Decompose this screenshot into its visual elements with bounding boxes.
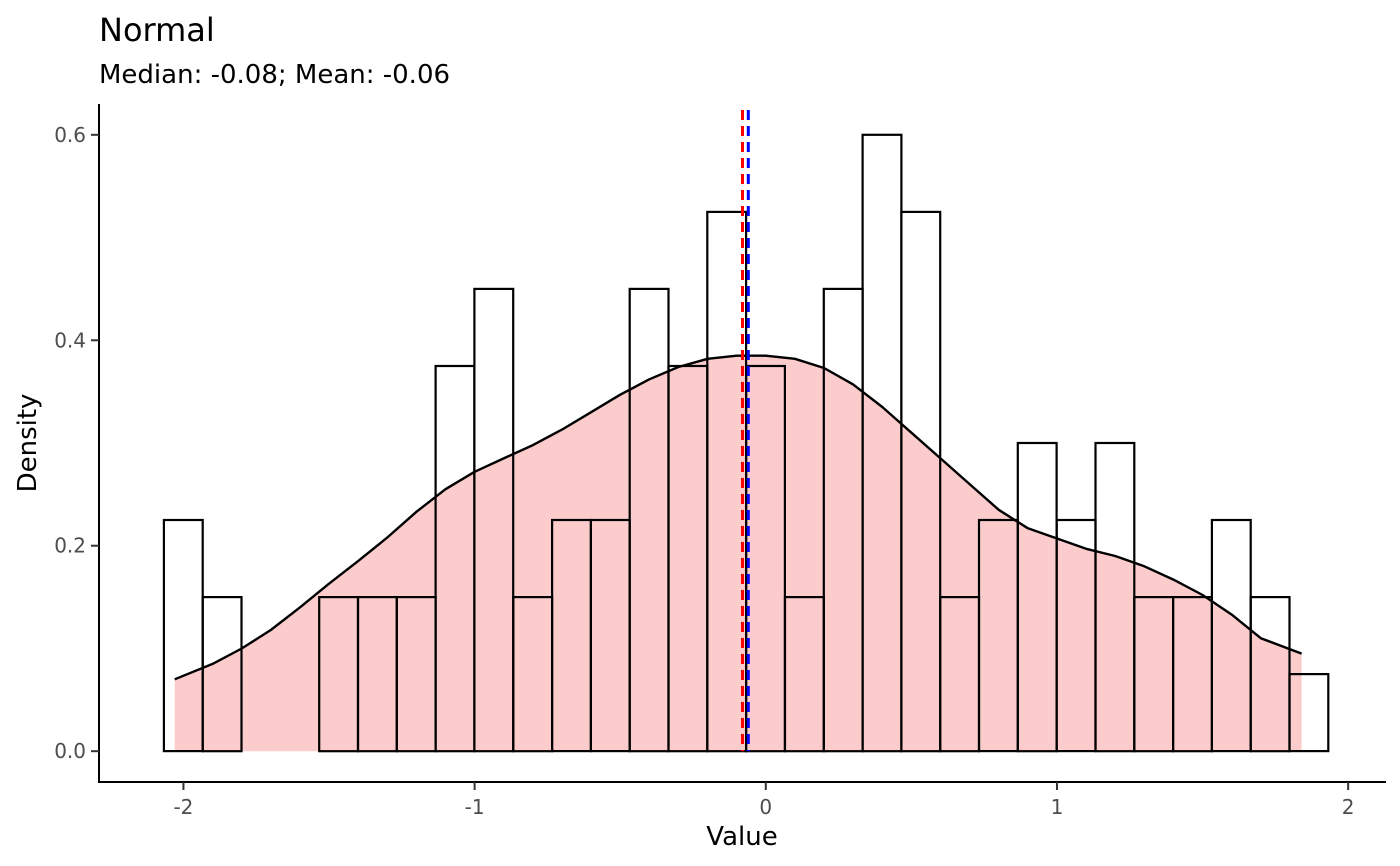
x-tick-label: 0 [759,795,772,819]
x-tick-label: 2 [1342,795,1355,819]
plot-panel [162,110,1330,753]
histogram-bar [744,364,786,753]
reference-lines [741,110,750,752]
y-tick-label: 0.6 [54,123,86,147]
y-tick-label: 0.2 [54,534,86,558]
x-tick-label: 1 [1051,795,1064,819]
axes: -2 -1 0 1 2 0.0 0.2 0.4 0.6 [54,104,1386,819]
y-tick-label: 0.0 [54,739,86,763]
histogram-bar [900,210,942,753]
y-axis-ticks: 0.0 0.2 0.4 0.6 [54,123,99,763]
density-line [174,354,1303,681]
density-area [174,355,1302,752]
histogram-bar [201,595,243,753]
x-axis-title: Value [706,822,777,852]
chart-title: Normal [99,11,215,49]
density-curve [174,354,1303,681]
histogram-bar [1288,672,1330,753]
x-tick-label: -1 [465,795,485,819]
histogram-bar [473,287,515,753]
histogram-bars [162,133,1330,753]
y-axis-title: Density [13,394,43,493]
x-tick-label: -2 [173,795,193,819]
chart-subtitle: Median: -0.08; Mean: -0.06 [99,60,450,90]
density-fill [174,355,1302,752]
y-tick-label: 0.4 [54,328,86,352]
x-axis-ticks: -2 -1 0 1 2 [173,782,1355,819]
